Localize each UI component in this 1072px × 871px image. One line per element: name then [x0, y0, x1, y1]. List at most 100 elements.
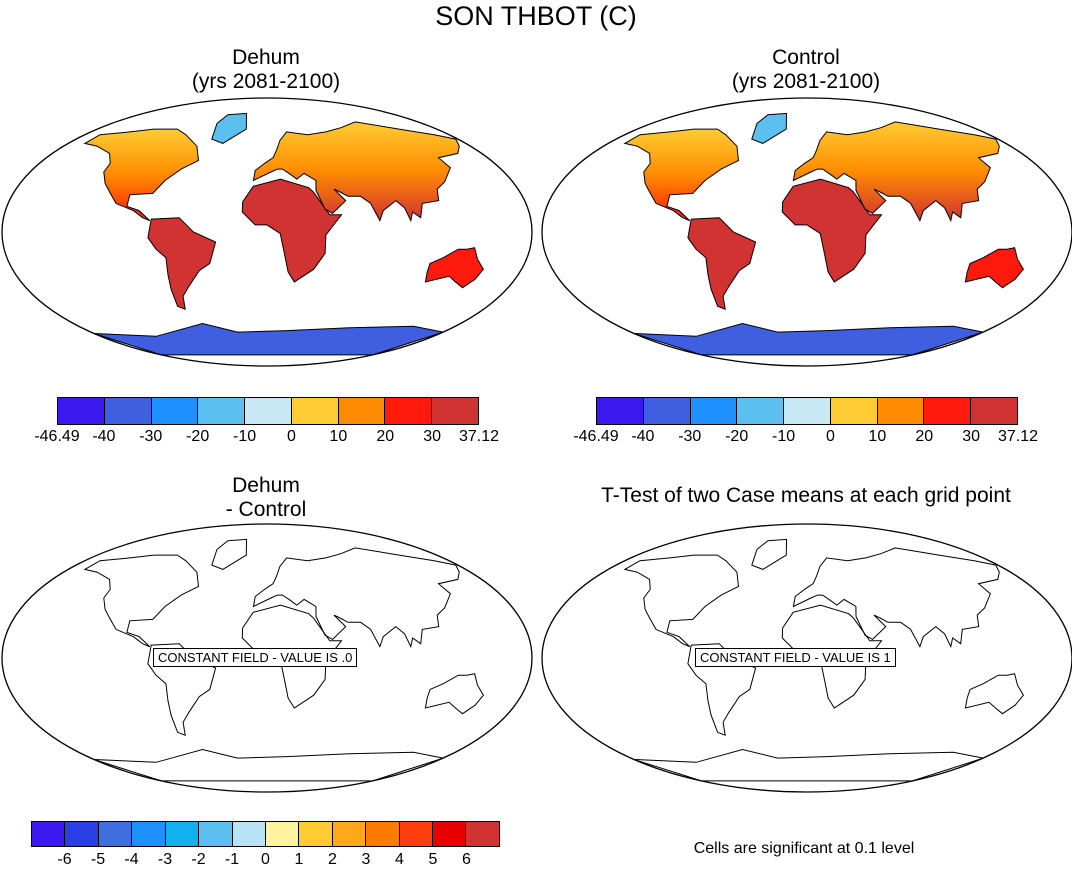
- panel-title-dehum-line2: (yrs 2081-2100): [191, 70, 341, 93]
- panel-title-ttest: T-Test of two Case means at each grid po…: [546, 484, 1066, 508]
- colorbar-box: [597, 398, 644, 424]
- colorbar-control: [596, 397, 1018, 425]
- colorbar-box: [971, 398, 1018, 424]
- landmass-greenland: [751, 112, 788, 144]
- landmass-australia: [424, 247, 485, 289]
- constant-field-label-ttest: CONSTANT FIELD - VALUE IS 1: [695, 648, 896, 667]
- landmass-australia: [964, 673, 1025, 715]
- colorbar-tick-label: 37.12: [997, 428, 1039, 445]
- colorbar-box: [98, 822, 133, 846]
- colorbar-dehum: [57, 397, 479, 425]
- constant-field-label-diff: CONSTANT FIELD - VALUE IS .0: [153, 648, 358, 667]
- colorbar-box: [198, 398, 246, 424]
- landmass-eurasia: [252, 121, 460, 223]
- landmass-eurasia: [792, 121, 1000, 223]
- landmass-greenland: [211, 112, 248, 144]
- landmass-southAmerica: [147, 217, 217, 310]
- colorbar-tick-label: 1: [294, 851, 304, 868]
- landmass-eurasia: [792, 547, 1000, 649]
- colorbar-tick-label: 0: [261, 851, 270, 868]
- landmass-greenland: [211, 538, 248, 570]
- colorbar-tick-label: -40: [92, 428, 116, 445]
- colorbar-box: [32, 822, 66, 846]
- map-control: [541, 97, 1072, 367]
- colorbar-box: [332, 822, 367, 846]
- landmass-africa: [241, 178, 343, 283]
- landmass-northAmerica: [83, 128, 200, 222]
- panel-title-dehum: Dehum (yrs 2081-2100): [116, 46, 416, 94]
- colorbar-tick-label: 4: [395, 851, 404, 868]
- colorbar-box: [245, 398, 292, 424]
- colorbar-tick-label: 20: [376, 428, 395, 445]
- colorbar-tick-label: 3: [361, 851, 371, 868]
- colorbar-tick-label: -20: [725, 428, 749, 445]
- landmass-greenland: [751, 538, 788, 570]
- map-dehum: [1, 97, 533, 367]
- colorbar-box: [338, 398, 386, 424]
- colorbar-tick-label: -20: [186, 428, 210, 445]
- landmass-northAmerica: [623, 128, 740, 222]
- colorbar-box: [690, 398, 738, 424]
- colorbar-box: [385, 398, 433, 424]
- landmass-antarctica: [633, 748, 984, 782]
- colorbar-tick-label: 30: [962, 428, 981, 445]
- colorbar-tick-label: 2: [328, 851, 337, 868]
- colorbar-box: [784, 398, 831, 424]
- landmass-eurasia: [252, 547, 460, 649]
- colorbar-box: [432, 398, 479, 424]
- colorbar-tick-label: -46.49: [573, 428, 619, 445]
- colorbar-tick-label: 0: [286, 428, 296, 445]
- colorbar-box: [433, 822, 467, 846]
- colorbar-box: [737, 398, 785, 424]
- panel-title-control-line1: Control: [772, 46, 840, 69]
- panel-title-control: Control (yrs 2081-2100): [656, 46, 956, 94]
- colorbar-box: [924, 398, 972, 424]
- colorbar-tick-label: -3: [157, 851, 173, 868]
- colorbar-box: [830, 398, 878, 424]
- colorbar-tick-label: -5: [90, 851, 106, 868]
- colorbar-tick-label: -4: [124, 851, 139, 868]
- colorbar-box: [643, 398, 691, 424]
- colorbar-diff-labels: -6 -5 -4 -3 -2 -1 0 1 2 3 4 5 6: [31, 851, 500, 871]
- colorbar-tick-label: 37.12: [458, 428, 500, 445]
- colorbar-box: [232, 822, 266, 846]
- map-diff: [1, 523, 533, 793]
- colorbar-box: [65, 822, 99, 846]
- colorbar-box: [104, 398, 152, 424]
- colorbar-box: [165, 822, 200, 846]
- colorbar-tick-label: -30: [139, 428, 163, 445]
- main-title: SON THBOT (C): [435, 1, 637, 31]
- colorbar-tick-label: 20: [915, 428, 934, 445]
- map-border: [1, 97, 533, 367]
- colorbar-control-labels: -46.49 -40 -30 -20 -10 0 10 20 30 37.12: [573, 428, 1038, 448]
- colorbar-tick-label: 30: [423, 428, 442, 445]
- colorbar-tick-label: -46.49: [34, 428, 80, 445]
- landmass-antarctica: [93, 322, 444, 356]
- map-border: [541, 523, 1072, 793]
- landmass-northAmerica: [83, 554, 200, 648]
- panel-title-diff-line2: - Control: [225, 498, 307, 521]
- panel-title-diff: Dehum - Control: [116, 474, 416, 522]
- colorbar-box: [58, 398, 105, 424]
- landmass-australia: [424, 673, 485, 715]
- landmass-antarctica: [633, 322, 984, 356]
- colorbar-box: [877, 398, 925, 424]
- colorbar-tick-label: 0: [825, 428, 835, 445]
- significance-note: Cells are significant at 0.1 level: [693, 840, 915, 857]
- colorbar-box: [366, 822, 400, 846]
- colorbar-diff: [31, 821, 500, 847]
- colorbar-box: [151, 398, 199, 424]
- colorbar-box: [265, 822, 300, 846]
- colorbar-tick-label: -40: [631, 428, 655, 445]
- colorbar-tick-label: 6: [462, 851, 471, 868]
- panel-title-control-line2: (yrs 2081-2100): [731, 70, 881, 93]
- map-border: [1, 523, 533, 793]
- map-ttest: [541, 523, 1072, 793]
- colorbar-box: [199, 822, 233, 846]
- panel-title-diff-line1: Dehum: [232, 474, 300, 497]
- colorbar-tick-label: 5: [428, 851, 438, 868]
- colorbar-tick-label: -6: [57, 851, 72, 868]
- colorbar-tick-label: -10: [232, 428, 257, 445]
- colorbar-box: [132, 822, 166, 846]
- landmass-antarctica: [93, 748, 444, 782]
